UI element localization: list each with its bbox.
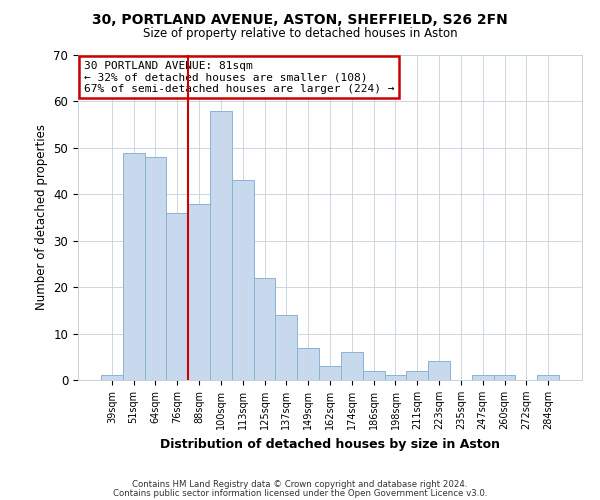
X-axis label: Distribution of detached houses by size in Aston: Distribution of detached houses by size … [160, 438, 500, 450]
Text: 30, PORTLAND AVENUE, ASTON, SHEFFIELD, S26 2FN: 30, PORTLAND AVENUE, ASTON, SHEFFIELD, S… [92, 12, 508, 26]
Bar [145, 157, 166, 380]
Y-axis label: Number of detached properties: Number of detached properties [35, 124, 48, 310]
Bar [537, 376, 559, 380]
Text: Size of property relative to detached houses in Aston: Size of property relative to detached ho… [143, 28, 457, 40]
Bar [101, 376, 123, 380]
Bar [428, 362, 450, 380]
Bar [254, 278, 275, 380]
Bar [363, 370, 385, 380]
Bar [319, 366, 341, 380]
Text: Contains public sector information licensed under the Open Government Licence v3: Contains public sector information licen… [113, 488, 487, 498]
Bar [210, 110, 232, 380]
Bar [188, 204, 210, 380]
Bar [494, 376, 515, 380]
Bar [166, 213, 188, 380]
Bar [385, 376, 406, 380]
Bar [406, 370, 428, 380]
Text: 30 PORTLAND AVENUE: 81sqm
← 32% of detached houses are smaller (108)
67% of semi: 30 PORTLAND AVENUE: 81sqm ← 32% of detac… [83, 60, 394, 94]
Bar [275, 315, 297, 380]
Bar [297, 348, 319, 380]
Text: Contains HM Land Registry data © Crown copyright and database right 2024.: Contains HM Land Registry data © Crown c… [132, 480, 468, 489]
Bar [123, 152, 145, 380]
Bar [232, 180, 254, 380]
Bar [472, 376, 494, 380]
Bar [341, 352, 363, 380]
